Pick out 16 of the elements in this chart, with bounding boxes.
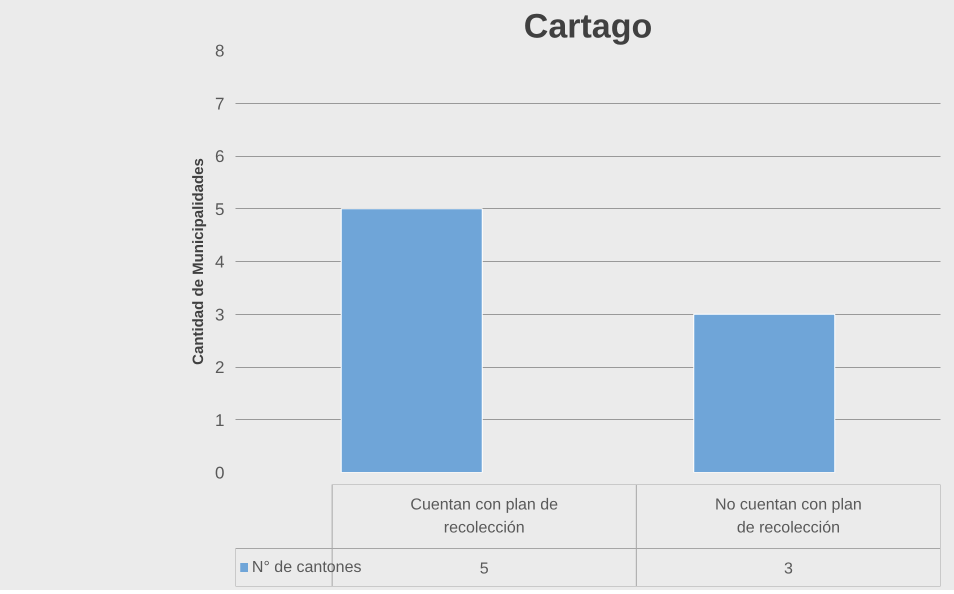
y-tick-label: 5 [215, 200, 225, 219]
y-tick-label: 2 [215, 358, 225, 377]
data-label: 5 [480, 560, 489, 578]
y-tick-label: 6 [215, 147, 225, 166]
x-tick-label: Cuentan con plan de recolección [410, 496, 558, 536]
y-tick-label: 0 [215, 464, 225, 482]
y-tick-label: 8 [215, 42, 225, 60]
y-tick-label: 3 [215, 305, 225, 324]
legend-label: N° de cantones [252, 559, 362, 576]
data-label: 3 [784, 560, 793, 578]
x-tick-label: No cuentan con plan de recolección [715, 496, 862, 536]
y-tick-label: 4 [215, 252, 225, 272]
y-tick-label: 1 [215, 410, 225, 430]
y-axis-title: Cantidad de Municipalidades [190, 158, 208, 365]
y-tick-label: 7 [215, 94, 225, 114]
chart-title: Cartago [524, 8, 652, 46]
